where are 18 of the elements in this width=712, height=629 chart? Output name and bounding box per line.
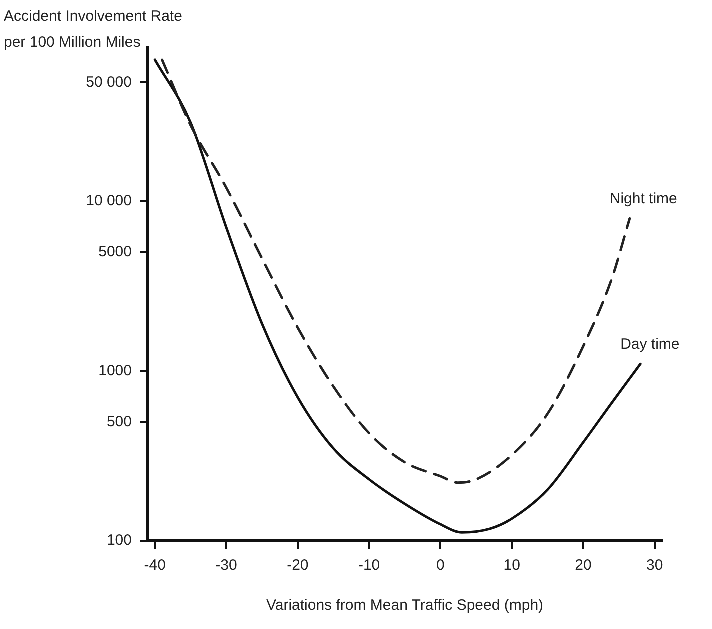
x-tick-label: -20 xyxy=(287,557,309,574)
y-tick-label: 100 xyxy=(106,532,132,550)
x-tick-label: 10 xyxy=(504,557,520,574)
x-tick-label: -40 xyxy=(144,557,166,574)
x-tick-label: 30 xyxy=(646,557,664,574)
y-tick-label: 5000 xyxy=(98,244,132,261)
x-tick-label: -10 xyxy=(358,557,380,574)
x-tick-label: 20 xyxy=(575,557,592,574)
y-tick-label: 500 xyxy=(106,413,132,430)
x-axis-title: Variations from Mean Traffic Speed (mph) xyxy=(266,597,544,614)
y-tick-label: 1000 xyxy=(98,362,132,380)
series-label: Day time xyxy=(620,336,680,353)
x-tick-label: -30 xyxy=(216,557,238,574)
y-tick-label: 10 000 xyxy=(86,192,132,210)
series-label: Night time xyxy=(610,190,678,208)
y-axis-title: Accident Involvement Rate per 100 Million Miles xyxy=(4,7,184,53)
y-tick-label: 50 000 xyxy=(86,74,132,91)
x-tick-label: 0 xyxy=(436,557,445,574)
